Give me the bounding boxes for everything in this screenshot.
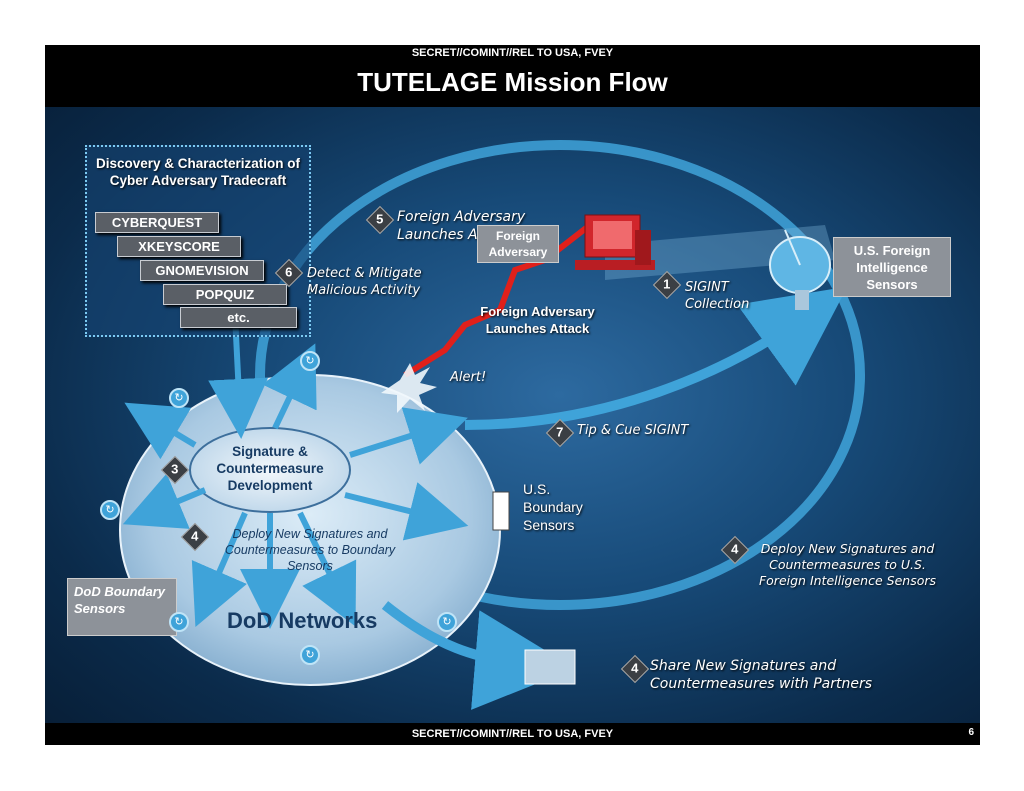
discovery-title: Discovery & Characterization of Cyber Ad… (95, 156, 301, 188)
boundary-sensor-icon (492, 491, 510, 531)
classification-banner-top: SECRET//COMINT//REL TO USA, FVEY (411, 47, 614, 59)
step-7-label: Tip & Cue SIGINT (577, 423, 689, 438)
tool-box-popquiz: POPQUIZ (163, 284, 287, 305)
adversary-computer-icon (575, 214, 655, 270)
dod-boundary-box: DoD Boundary Sensors (67, 578, 177, 636)
dod-networks-label: DoD Networks (227, 608, 378, 633)
tool-box-etc: etc. (180, 307, 297, 328)
tool-box-cyberquest: CYBERQUEST (95, 212, 219, 233)
cycle-icon: ↻ (169, 388, 189, 408)
step-6-label: Detect & Mitigate Malicious Activity (307, 266, 422, 298)
step-4c-label: Share New Signatures and Countermeasures… (650, 658, 873, 692)
cycle-icon: ↻ (169, 612, 189, 632)
foreign-adversary-box: Foreign Adversary (477, 225, 559, 263)
tool-box-xkeyscore: XKEYSCORE (117, 236, 241, 257)
classification-banner-bottom: SECRET//COMINT//REL TO USA, FVEY (411, 728, 614, 740)
us-foreign-intel-box: U.S. Foreign Intelligence Sensors (833, 237, 951, 297)
page-number: 6 (968, 727, 974, 738)
satellite-dish-icon (769, 229, 831, 310)
cycle-icon: ↻ (100, 500, 120, 520)
cycle-icon: ↻ (300, 645, 320, 665)
step-3-label: Signature & Countermeasure Development (216, 444, 324, 493)
cycle-icon: ↻ (437, 612, 457, 632)
us-boundary-label: U.S. Boundary Sensors (523, 481, 583, 533)
signature-ellipse (189, 427, 351, 513)
footer-bar: SECRET//COMINT//REL TO USA, FVEY 6 (45, 723, 980, 745)
slide: SECRET//COMINT//REL TO USA, FVEY TUTELAG… (45, 45, 980, 745)
fa-launches-label: Foreign Adversary Launches Attack (480, 304, 595, 336)
mission-loop-arc (255, 140, 865, 610)
step-4b-label: Deploy New Signatures and Countermeasure… (758, 541, 937, 588)
slide-title: TUTELAGE Mission Flow (357, 67, 668, 97)
step-1-label: SIGINT Collection (685, 280, 750, 312)
step-4a-label: Deploy New Signatures and Countermeasure… (224, 527, 396, 573)
alert-label: Alert! (450, 370, 487, 385)
header-bar: SECRET//COMINT//REL TO USA, FVEY TUTELAG… (45, 45, 980, 107)
cycle-icon: ↻ (300, 351, 320, 371)
partners-icon (524, 649, 576, 685)
tool-box-gnomevision: GNOMEVISION (140, 260, 264, 281)
diagram-art (119, 140, 865, 710)
alert-star (381, 363, 437, 413)
